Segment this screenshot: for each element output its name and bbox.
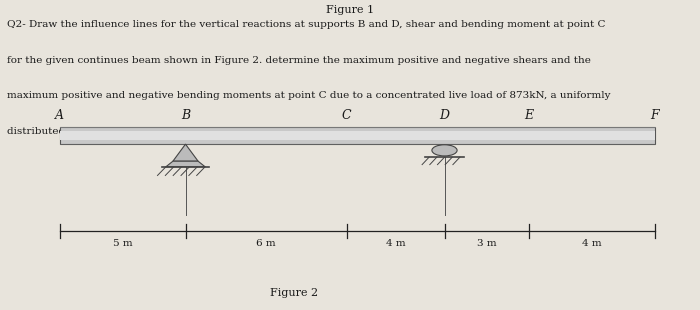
Text: 3 m: 3 m (477, 239, 496, 248)
Text: 4 m: 4 m (386, 239, 405, 248)
Text: F: F (650, 109, 659, 122)
Bar (60, 131, 655, 140)
Text: E: E (524, 109, 533, 122)
Text: maximum positive and negative bending moments at point C due to a concentrated l: maximum positive and negative bending mo… (7, 91, 610, 100)
Text: 5 m: 5 m (113, 239, 132, 248)
Bar (60, 127, 655, 144)
Circle shape (432, 145, 457, 156)
Text: 4 m: 4 m (582, 239, 601, 248)
Polygon shape (166, 161, 205, 167)
Text: B: B (181, 109, 190, 122)
Text: Figure 2: Figure 2 (270, 288, 318, 298)
Polygon shape (173, 144, 198, 161)
Text: distributed live load of 2873 kN/m, and a uniformly distributed dead load of 113: distributed live load of 2873 kN/m, and … (7, 127, 470, 136)
Text: 6 m: 6 m (256, 239, 276, 248)
Text: Figure 1: Figure 1 (326, 5, 374, 15)
Text: Q2- Draw the influence lines for the vertical reactions at supports B and D, she: Q2- Draw the influence lines for the ver… (7, 20, 606, 29)
Text: A: A (55, 109, 64, 122)
Text: for the given continues beam shown in Figure 2. determine the maximum positive a: for the given continues beam shown in Fi… (7, 56, 591, 65)
Text: D: D (440, 109, 449, 122)
Text: C: C (342, 109, 351, 122)
